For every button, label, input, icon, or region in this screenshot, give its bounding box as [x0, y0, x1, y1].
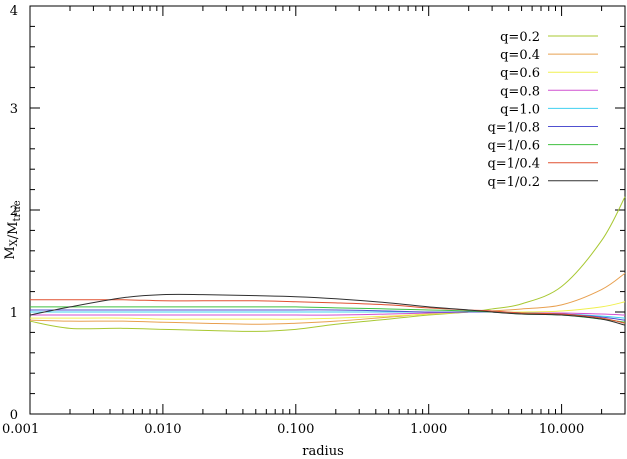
y-tick-label: 1: [10, 306, 18, 321]
y-tick-label: 0: [10, 408, 18, 423]
legend-label: q=1/0.2: [487, 175, 540, 190]
series-line-0: [29, 196, 626, 332]
x-tick-label: 0.100: [277, 422, 314, 437]
series-line-1: [29, 272, 626, 325]
x-axis: 0.001 0.010 0.100 1.000 10.000: [2, 6, 626, 437]
series-line-2: [30, 301, 626, 320]
legend-label: q=1.0: [500, 102, 540, 117]
legend-label: q=0.8: [500, 84, 540, 99]
y-axis-label: MX/Mtrue: [3, 200, 23, 259]
legend-label: q=1/0.8: [487, 121, 540, 136]
legend-label: q=1/0.6: [487, 139, 540, 154]
x-tick-label: 0.001: [2, 422, 39, 437]
legend-label: q=1/0.4: [487, 157, 540, 172]
legend: q=0.2 q=0.4 q=0.6 q=0.8 q=1.0 q=1/0.8 q=1/0.6 q…: [487, 30, 598, 190]
legend-label: q=0.6: [500, 66, 540, 81]
y-axis: 0 1 2 3 4: [10, 4, 625, 423]
y-tick-label: 3: [10, 102, 18, 117]
series-lines: [29, 196, 626, 332]
legend-label: q=0.4: [500, 48, 540, 63]
legend-label: q=0.2: [500, 30, 540, 45]
x-tick-label: 10.000: [539, 422, 585, 437]
x-axis-label: radius: [302, 444, 344, 459]
y-tick-label: 4: [10, 4, 18, 19]
x-tick-label: 0.010: [144, 422, 181, 437]
series-line-8: [29, 293, 626, 326]
y-tick-label: 2: [10, 204, 18, 219]
series-line-7: [30, 299, 626, 324]
x-tick-label: 1.000: [410, 422, 447, 437]
